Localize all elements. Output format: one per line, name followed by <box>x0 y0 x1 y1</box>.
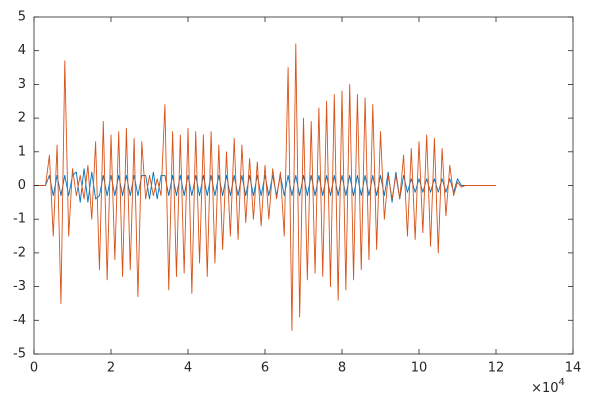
multiplier-base: ×10 <box>531 381 558 396</box>
x-tick-label: 4 <box>184 361 192 376</box>
y-tick-label: 5 <box>18 10 26 25</box>
x-multiplier: ×104 <box>531 377 565 396</box>
x-tick-label: 6 <box>261 361 269 376</box>
x-tick-label: 10 <box>411 361 428 376</box>
y-tick-label: -2 <box>13 245 26 260</box>
y-tick-label: -1 <box>13 212 26 227</box>
y-tick-label: -5 <box>13 347 26 362</box>
x-tick-label: 0 <box>30 361 38 376</box>
x-tick-label: 12 <box>488 361 505 376</box>
waveform-line <box>34 43 496 331</box>
y-tick-label: -3 <box>13 279 26 294</box>
waveform-line <box>34 168 496 203</box>
y-tick-label: -4 <box>13 313 26 328</box>
y-tick-label: 3 <box>18 77 26 92</box>
y-tick-label: 4 <box>18 43 26 58</box>
x-tick-label: 14 <box>565 361 582 376</box>
y-tick-label: 1 <box>18 144 26 159</box>
y-tick-label: 0 <box>18 178 26 193</box>
y-tick-label: 2 <box>18 111 26 126</box>
x-tick-label: 2 <box>107 361 115 376</box>
multiplier-exponent: 4 <box>559 377 565 388</box>
x-tick-label: 8 <box>338 361 346 376</box>
